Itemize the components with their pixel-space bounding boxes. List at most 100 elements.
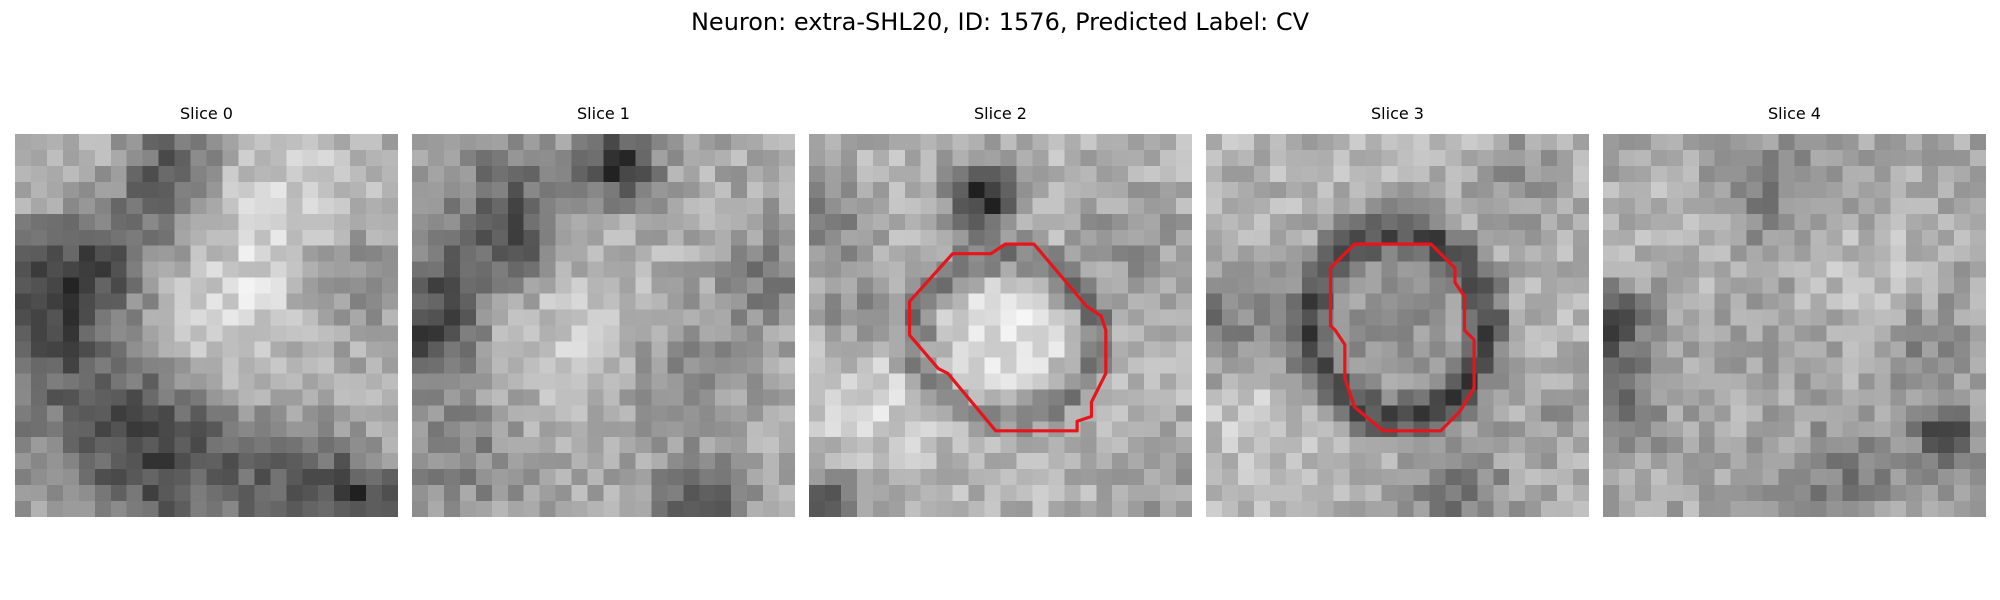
image-pixel bbox=[1253, 421, 1271, 438]
image-pixel bbox=[1794, 373, 1811, 390]
image-pixel bbox=[443, 341, 461, 358]
image-pixel bbox=[1048, 373, 1065, 390]
image-pixel bbox=[1698, 389, 1716, 406]
image-pixel bbox=[270, 389, 287, 406]
image-pixel bbox=[1778, 325, 1795, 342]
image-pixel bbox=[840, 149, 858, 167]
image-pixel bbox=[174, 197, 191, 215]
image-pixel bbox=[1634, 469, 1652, 486]
image-pixel bbox=[427, 197, 445, 215]
image-pixel bbox=[443, 389, 461, 406]
image-pixel bbox=[619, 421, 636, 438]
image-pixel bbox=[1762, 261, 1779, 278]
image-pixel bbox=[1618, 485, 1636, 502]
image-pixel bbox=[1269, 134, 1287, 151]
image-pixel bbox=[491, 149, 509, 167]
image-pixel bbox=[1253, 197, 1271, 215]
image-pixel bbox=[1746, 453, 1763, 470]
slice-panel-4: Slice 4 bbox=[1603, 104, 1986, 517]
image-pixel bbox=[1650, 165, 1668, 183]
image-pixel bbox=[667, 165, 684, 183]
image-pixel bbox=[158, 421, 175, 438]
image-pixel bbox=[936, 469, 953, 486]
image-pixel bbox=[731, 469, 748, 486]
image-pixel bbox=[603, 229, 620, 247]
image-pixel bbox=[382, 245, 398, 262]
image-pixel bbox=[587, 421, 604, 438]
image-pixel bbox=[334, 181, 351, 199]
image-pixel bbox=[1874, 437, 1891, 454]
image-pixel bbox=[651, 181, 668, 199]
image-pixel bbox=[1906, 309, 1923, 326]
image-pixel bbox=[1778, 405, 1795, 422]
image-pixel bbox=[334, 437, 351, 454]
image-pixel bbox=[1730, 277, 1747, 294]
image-pixel bbox=[46, 149, 64, 167]
image-pixel bbox=[539, 453, 556, 470]
image-pixel bbox=[1477, 165, 1494, 183]
image-pixel bbox=[1301, 485, 1319, 502]
image-pixel bbox=[1746, 293, 1763, 310]
image-pixel bbox=[350, 261, 367, 278]
image-pixel bbox=[1080, 325, 1097, 342]
image-pixel bbox=[222, 341, 239, 358]
image-pixel bbox=[206, 421, 223, 438]
image-pixel bbox=[1413, 293, 1430, 310]
image-pixel bbox=[1922, 373, 1939, 390]
image-pixel bbox=[699, 149, 716, 167]
image-pixel bbox=[206, 373, 223, 390]
image-pixel bbox=[1858, 309, 1875, 326]
image-pixel bbox=[747, 437, 764, 454]
image-pixel bbox=[443, 149, 461, 167]
image-pixel bbox=[206, 261, 223, 278]
image-pixel bbox=[1429, 197, 1446, 215]
image-pixel bbox=[635, 245, 652, 262]
image-pixel bbox=[507, 197, 525, 215]
image-pixel bbox=[1301, 357, 1319, 374]
image-pixel bbox=[1730, 501, 1747, 517]
image-pixel bbox=[1397, 405, 1414, 422]
image-pixel bbox=[1842, 181, 1859, 199]
image-pixel bbox=[1477, 149, 1494, 167]
image-pixel bbox=[1237, 229, 1255, 247]
image-pixel bbox=[523, 325, 540, 342]
image-pixel bbox=[1970, 213, 1986, 231]
image-pixel bbox=[1746, 405, 1763, 422]
image-pixel bbox=[747, 277, 764, 294]
image-pixel bbox=[1176, 261, 1192, 278]
image-pixel bbox=[840, 437, 858, 454]
image-pixel bbox=[78, 373, 96, 390]
image-pixel bbox=[1714, 341, 1731, 358]
image-pixel bbox=[1618, 469, 1636, 486]
image-pixel bbox=[78, 245, 96, 262]
image-pixel bbox=[126, 149, 143, 167]
image-pixel bbox=[1826, 421, 1843, 438]
image-pixel bbox=[1938, 469, 1955, 486]
image-pixel bbox=[699, 229, 716, 247]
image-pixel bbox=[1826, 134, 1843, 151]
image-pixel bbox=[174, 421, 191, 438]
slice-title: Slice 2 bbox=[974, 104, 1027, 123]
image-pixel bbox=[1541, 197, 1558, 215]
image-pixel bbox=[936, 165, 953, 183]
image-pixel bbox=[763, 373, 780, 390]
image-pixel bbox=[587, 485, 604, 502]
image-pixel bbox=[523, 421, 540, 438]
image-pixel bbox=[1032, 165, 1049, 183]
image-pixel bbox=[571, 165, 588, 183]
image-pixel bbox=[1650, 309, 1668, 326]
image-pixel bbox=[1666, 405, 1684, 422]
image-pixel bbox=[1938, 373, 1955, 390]
image-pixel bbox=[1144, 197, 1161, 215]
image-pixel bbox=[1698, 277, 1716, 294]
image-pixel bbox=[731, 357, 748, 374]
image-pixel bbox=[15, 309, 32, 326]
image-pixel bbox=[1301, 421, 1319, 438]
image-pixel bbox=[475, 389, 493, 406]
image-pixel bbox=[443, 373, 461, 390]
image-pixel bbox=[1618, 309, 1636, 326]
image-pixel bbox=[1682, 309, 1700, 326]
image-pixel bbox=[619, 277, 636, 294]
image-pixel bbox=[1048, 469, 1065, 486]
image-pixel bbox=[1333, 389, 1350, 406]
